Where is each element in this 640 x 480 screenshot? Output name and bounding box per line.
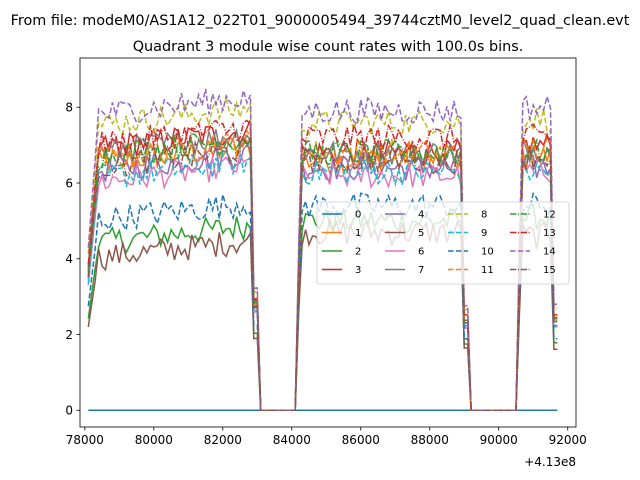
y-tick-label: 8 xyxy=(65,101,73,115)
legend-label: 1 xyxy=(355,228,361,239)
legend-label: 9 xyxy=(481,228,487,239)
legend-label: 6 xyxy=(418,247,424,258)
axes-title: Quadrant 3 module wise count rates with … xyxy=(133,39,524,55)
x-tick-label: 88000 xyxy=(411,433,449,447)
y-tick-label: 4 xyxy=(65,252,73,266)
series-line-14 xyxy=(87,88,558,412)
legend-label: 3 xyxy=(355,265,361,276)
x-offset-label: +4.13e8 xyxy=(524,455,576,469)
legend-label: 10 xyxy=(481,247,494,258)
x-tick-label: 86000 xyxy=(342,433,380,447)
y-tick-label: 2 xyxy=(65,328,73,342)
y-tick-label: 6 xyxy=(65,176,73,190)
legend-box xyxy=(316,201,570,285)
x-tick-label: 82000 xyxy=(204,433,242,447)
legend-label: 2 xyxy=(355,247,361,258)
legend-label: 0 xyxy=(355,210,361,221)
axes-frame xyxy=(79,57,577,428)
legend-label: 13 xyxy=(543,228,556,239)
legend-label: 14 xyxy=(543,247,556,258)
x-tick-label: 92000 xyxy=(549,433,587,447)
legend-label: 15 xyxy=(543,265,556,276)
x-tick-label: 78000 xyxy=(66,433,104,447)
legend-label: 4 xyxy=(418,210,424,221)
legend-label: 11 xyxy=(481,265,494,276)
legend-label: 12 xyxy=(543,210,556,221)
x-tick-label: 84000 xyxy=(273,433,311,447)
figure-suptitle: From file: modeM0/AS1A12_022T01_90000054… xyxy=(11,13,630,29)
series-line-15 xyxy=(87,135,558,412)
legend-label: 7 xyxy=(418,265,424,276)
y-tick-label: 0 xyxy=(65,404,73,418)
x-tick-label: 80000 xyxy=(135,433,173,447)
axis-ticks: 78000 80000 82000 84000 86000 88000 90000 92000… xyxy=(65,101,586,447)
x-tick-label: 90000 xyxy=(480,433,518,447)
legend-label: 8 xyxy=(481,210,487,221)
legend-label: 5 xyxy=(418,228,424,239)
